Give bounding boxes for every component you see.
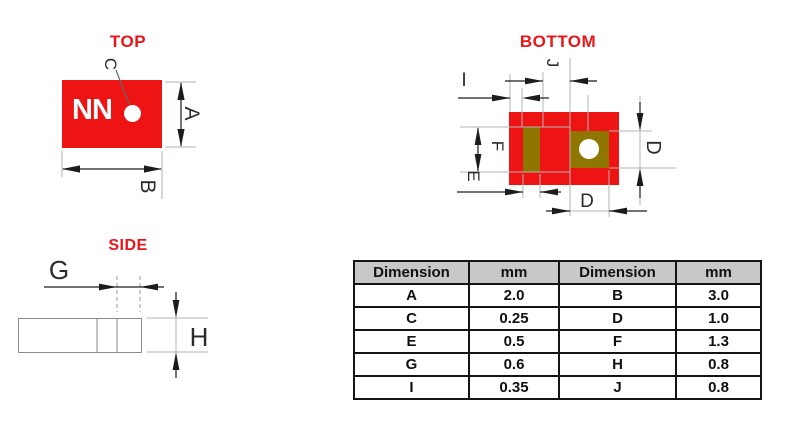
value-cell: 0.25 xyxy=(468,306,560,331)
table-header-row: Dimension mm Dimension mm xyxy=(353,260,762,285)
col-header-dimension-1: Dimension xyxy=(353,260,470,285)
top-dim-a xyxy=(165,81,196,148)
table-row: A 2.0 B 3.0 xyxy=(353,283,762,308)
value-cell: 0.8 xyxy=(675,375,762,400)
table-row: E 0.5 F 1.3 xyxy=(353,329,762,354)
dim-label-a: A xyxy=(180,106,203,121)
dim-cell: H xyxy=(558,352,677,377)
bottom-dim-i xyxy=(458,94,549,102)
bottom-dim-d-bottom xyxy=(546,207,647,215)
dim-label-b: B xyxy=(136,179,159,194)
col-header-mm-2: mm xyxy=(675,260,762,285)
dim-label-c: C xyxy=(101,57,120,71)
value-cell: 2.0 xyxy=(468,283,560,308)
dim-label-f: F xyxy=(488,140,507,152)
value-cell: 3.0 xyxy=(675,283,762,308)
top-view-package-body xyxy=(62,80,162,148)
top-dim-b xyxy=(61,151,163,199)
table-row: I 0.35 J 0.8 xyxy=(353,375,762,400)
dim-cell: I xyxy=(353,375,470,400)
dim-cell: B xyxy=(558,283,677,308)
cathode-pad xyxy=(523,127,540,172)
bottom-dim-d-side xyxy=(636,102,644,198)
dim-label-j: J xyxy=(543,58,562,68)
col-header-dimension-2: Dimension xyxy=(558,260,677,285)
value-cell: 0.8 xyxy=(675,352,762,377)
value-cell: 0.5 xyxy=(468,329,560,354)
dim-label-d-side: D xyxy=(642,140,664,155)
dim-cell: G xyxy=(353,352,470,377)
value-cell: 1.0 xyxy=(675,306,762,331)
bottom-dim-e xyxy=(457,188,561,196)
manufacturer-logo: NN xyxy=(72,94,113,126)
side-dim-g xyxy=(44,276,164,312)
table-row: C 0.25 D 1.0 xyxy=(353,306,762,331)
dim-label-e: E xyxy=(464,170,483,182)
side-dim-h xyxy=(147,292,208,378)
col-header-mm-1: mm xyxy=(468,260,560,285)
pin1-marker-dot xyxy=(124,105,141,122)
dim-cell: A xyxy=(353,283,470,308)
side-view-package-outline xyxy=(18,318,142,353)
dim-cell: C xyxy=(353,306,470,331)
dim-cell: F xyxy=(558,329,677,354)
dim-cell: J xyxy=(558,375,677,400)
dim-label-h: H xyxy=(189,322,209,352)
dim-cell: E xyxy=(353,329,470,354)
pad-hole-dot xyxy=(579,139,599,159)
bottom-dim-f xyxy=(474,127,482,172)
side-view-title: SIDE xyxy=(108,237,148,254)
bottom-view-title: BOTTOM xyxy=(519,32,597,51)
value-cell: 0.6 xyxy=(468,352,560,377)
dim-label-g: G xyxy=(48,255,70,285)
dim-label-d-bottom: D xyxy=(580,191,594,212)
value-cell: 1.3 xyxy=(675,329,762,354)
value-cell: 0.35 xyxy=(468,375,560,400)
dim-cell: D xyxy=(558,306,677,331)
dim-label-i: I xyxy=(461,70,467,91)
table-row: G 0.6 H 0.8 xyxy=(353,352,762,377)
top-view-title: TOP xyxy=(109,32,147,51)
top-dim-c-leader xyxy=(115,69,130,105)
bottom-dim-j xyxy=(505,77,597,85)
dimensions-table: Dimension mm Dimension mm A 2.0 B 3.0 C … xyxy=(353,260,762,400)
